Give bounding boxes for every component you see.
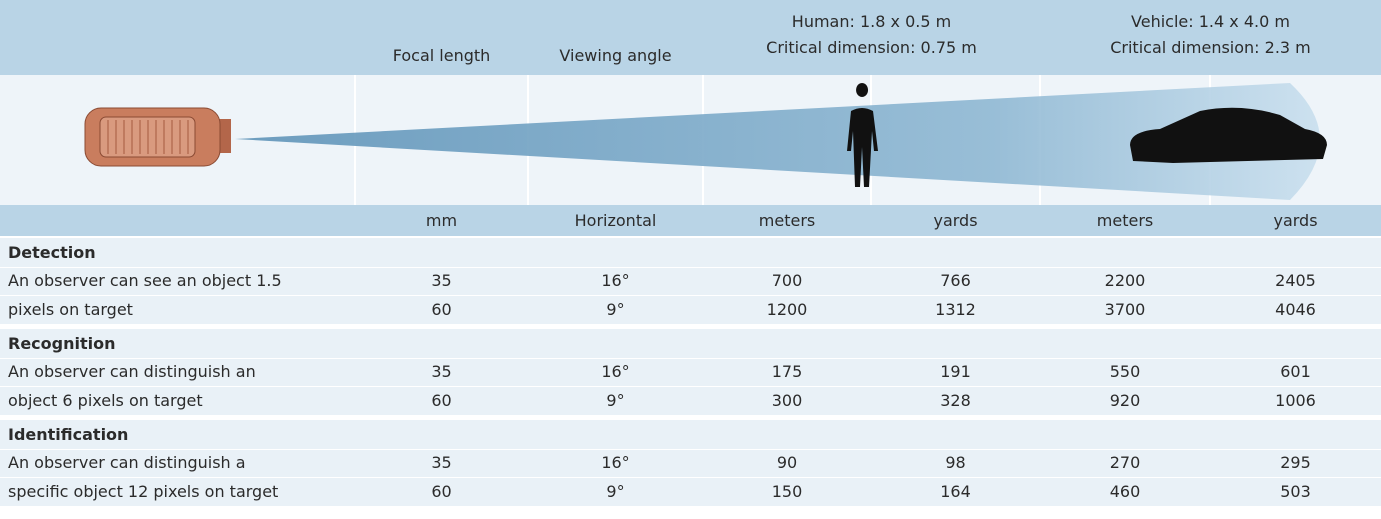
table-cell: 550 xyxy=(1040,358,1210,387)
table-cell: 2200 xyxy=(1040,267,1210,296)
group-title: Recognition xyxy=(0,329,355,358)
table-cell: 175 xyxy=(703,358,871,387)
table-cell: 9° xyxy=(528,477,703,506)
table-cell: 9° xyxy=(528,295,703,324)
column-header: Vehicle: 1.4 x 4.0 m xyxy=(1040,8,1381,34)
table-cell: 35 xyxy=(355,358,528,387)
table-cell: 766 xyxy=(871,267,1040,296)
unit-label: mm xyxy=(355,205,528,236)
table-cell: 460 xyxy=(1040,477,1210,506)
table-cell: 920 xyxy=(1040,386,1210,415)
table-cell: 300 xyxy=(703,386,871,415)
unit-label: meters xyxy=(703,205,871,236)
table-cell: 60 xyxy=(355,295,528,324)
table-cell: 150 xyxy=(703,477,871,506)
table-cell: 16° xyxy=(528,449,703,478)
table-cell: 700 xyxy=(703,267,871,296)
table-cell: 9° xyxy=(528,386,703,415)
table-cell: 1006 xyxy=(1210,386,1381,415)
table-cell: 191 xyxy=(871,358,1040,387)
table-cell: 1312 xyxy=(871,295,1040,324)
group-description: object 6 pixels on target xyxy=(0,386,355,415)
group-title: Identification xyxy=(0,420,355,449)
table-cell: 35 xyxy=(355,267,528,296)
table-cell: 601 xyxy=(1210,358,1381,387)
table-cell: 270 xyxy=(1040,449,1210,478)
table-cell: 35 xyxy=(355,449,528,478)
table-cell: 1200 xyxy=(703,295,871,324)
unit-label: Horizontal xyxy=(528,205,703,236)
illustration xyxy=(0,75,1381,205)
group-description: pixels on target xyxy=(0,295,355,324)
table-cell: 164 xyxy=(871,477,1040,506)
camera xyxy=(85,108,231,166)
group-description: specific object 12 pixels on target xyxy=(0,477,355,506)
column-header: Critical dimension: 2.3 m xyxy=(1040,34,1381,60)
unit-label: yards xyxy=(1210,205,1381,236)
unit-label: yards xyxy=(871,205,1040,236)
table-cell: 4046 xyxy=(1210,295,1381,324)
group-description: An observer can see an object 1.5 xyxy=(0,267,355,296)
column-header: Viewing angle xyxy=(528,35,703,75)
table-cell: 295 xyxy=(1210,449,1381,478)
table-cell: 90 xyxy=(703,449,871,478)
table-cell: 3700 xyxy=(1040,295,1210,324)
table-cell: 503 xyxy=(1210,477,1381,506)
column-header: Focal length xyxy=(355,35,528,75)
group-description: An observer can distinguish a xyxy=(0,449,355,478)
table-cell: 16° xyxy=(528,358,703,387)
table-cell: 16° xyxy=(528,267,703,296)
group-title: Detection xyxy=(0,238,355,267)
unit-label: meters xyxy=(1040,205,1210,236)
table-cell: 98 xyxy=(871,449,1040,478)
table-cell: 60 xyxy=(355,477,528,506)
table-cell: 2405 xyxy=(1210,267,1381,296)
table-cell: 328 xyxy=(871,386,1040,415)
group-description: An observer can distinguish an xyxy=(0,358,355,387)
column-header: Critical dimension: 0.75 m xyxy=(703,34,1040,60)
column-header: Human: 1.8 x 0.5 m xyxy=(703,8,1040,34)
page: Focal lengthViewing angleHuman: 1.8 x 0.… xyxy=(0,0,1381,519)
table-cell: 60 xyxy=(355,386,528,415)
